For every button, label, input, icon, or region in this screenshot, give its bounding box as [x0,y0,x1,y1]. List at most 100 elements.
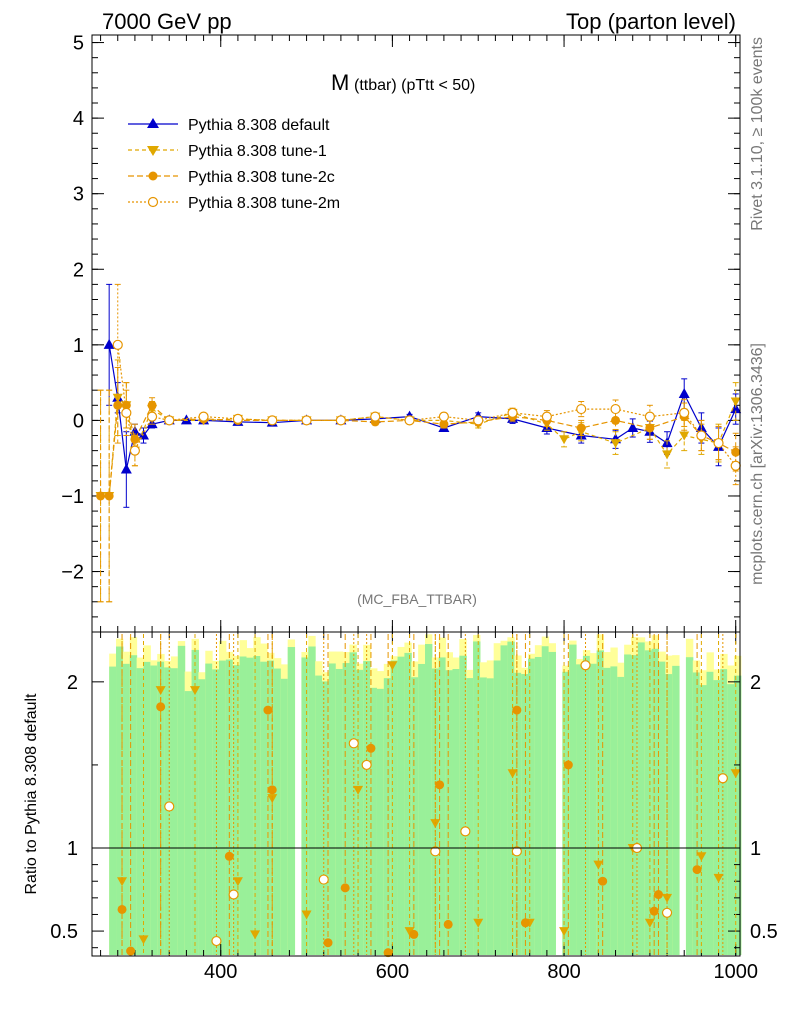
legend-entry-default: Pythia 8.308 default [128,117,330,134]
ratio-band-green [569,644,577,955]
ratio-band-green [390,660,399,955]
ratio-point [138,935,149,945]
ratio-band-green [521,674,529,955]
ratio-point [473,918,484,928]
ratio-tick-label-left: 0.5 [50,921,78,943]
ratio-band-green [308,646,316,955]
legend-label-tune-1: Pythia 8.308 tune-1 [188,143,327,160]
x-tick-label: 1000 [713,961,758,983]
data-point [146,418,158,429]
data-point [232,413,244,424]
ratio-band-green [177,645,186,955]
ratio-point [211,935,222,947]
ratio-point [409,929,419,939]
ratio-band-green [582,655,591,955]
data-point [730,403,742,414]
ratio-band-green [342,663,350,955]
ratio-band-green [198,679,206,955]
data-point [146,411,158,422]
ratio-band-green [514,672,522,955]
ratio-band-green [562,671,570,955]
data-point [678,387,690,398]
data-point [370,411,381,422]
ratio-point [126,946,136,956]
ratio-band-green [534,656,543,955]
ratio-band-green [273,668,282,955]
ratio-band-green [253,656,261,955]
ratio-series-layer [117,634,741,958]
ratio-point [348,738,359,749]
ratio-band-green [493,660,502,955]
ratio-point [224,851,234,861]
data-point [335,415,347,426]
data-point [267,415,278,426]
ratio-band-green [473,641,481,955]
ratio-band-green [576,664,584,955]
ratio-point [366,743,376,753]
x-tick-label: 600 [376,961,409,983]
legend-label-default: Pythia 8.308 default [188,117,330,134]
ratio-series-0 [117,634,741,955]
data-point [104,491,114,501]
ratio-band-green [651,648,659,955]
ratio-point [404,927,415,937]
ratio-band-green [617,676,625,955]
ratio-band-green [418,663,426,955]
data-point [713,437,724,449]
ratio-band-green [658,661,666,955]
ratio-tick-label-left: 1 [67,838,78,860]
ratio-band-green [665,674,673,955]
ratio-point [263,705,273,715]
ratio-point [267,785,277,795]
data-point [679,407,690,418]
ratio-band-green [267,660,275,955]
ratio-band-green [541,646,550,955]
data-point [576,423,586,433]
data-point [404,415,415,426]
ratio-point [383,948,393,958]
ratio-tick-label-left: 2 [67,672,78,694]
ratio-band-green [212,669,220,955]
series-line [100,396,737,497]
ratio-point [387,661,398,671]
ratio-band-green [356,669,364,955]
y-tick-label: 1 [73,335,84,357]
ratio-point [189,686,200,696]
ratio-band-green [150,665,158,955]
ratio-band-green [637,642,646,955]
data-point [696,430,707,441]
ratio-band-green [246,657,254,955]
data-point [679,431,690,441]
data-point [610,439,621,449]
ratio-band-green [727,684,735,955]
ratio-band-green [548,651,556,955]
ratio-point [649,906,659,916]
ratio-band-green [692,672,701,955]
header-energy-label: 7000 GeV pp [102,9,232,34]
ratio-point [435,780,445,790]
ratio-band-green [205,663,213,955]
data-point [507,407,518,418]
data-point [120,463,132,474]
x-tick-label: 800 [547,961,580,983]
ratio-point [661,907,673,918]
legend-marker-triangle-up [147,118,159,128]
ratio-band-green [466,678,474,955]
ratio-point [117,904,127,914]
analysis-watermark: (MC_FBA_TTBAR) [357,591,477,607]
ratio-point [228,889,239,900]
ratio-point [580,660,591,671]
y-tick-label: 4 [73,108,84,130]
ratio-tick-label-right: 1 [750,838,761,860]
series-line [108,344,737,470]
ratio-band-green [589,663,598,955]
ratio-band-green [129,655,138,955]
ratio-band-green [170,668,179,955]
ratio-band-green [404,652,412,955]
y-tick-label: 3 [73,184,84,206]
legend-marker-triangle-down [147,146,159,156]
series-0 [103,283,742,508]
ratio-point [730,769,741,779]
ratio-point [460,826,471,837]
